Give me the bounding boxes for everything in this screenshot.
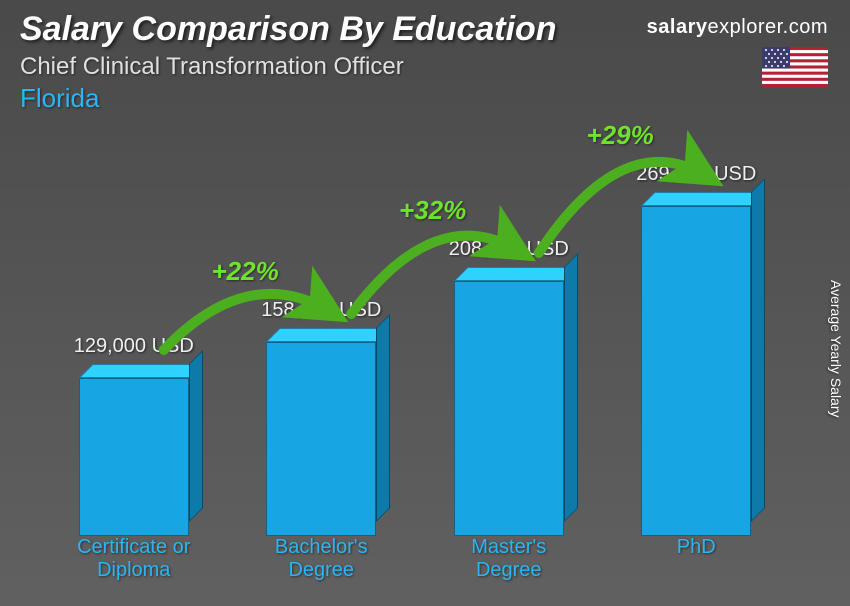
brand-name-rest: explorer.com [708, 16, 829, 38]
category-label: Master'sDegree [424, 536, 594, 586]
bar-top-face [79, 364, 203, 378]
brand-name-bold: salary [647, 16, 708, 38]
bar-front-face [266, 342, 376, 536]
bar-value-label: 129,000 USD [74, 335, 194, 358]
category-label: Certificate orDiploma [49, 536, 219, 586]
bar: 129,000 USD [79, 378, 189, 536]
bar-group: 269,000 USD [611, 206, 781, 536]
chart-area: 129,000 USD 158,000 USD 208,000 USD 269,000… [40, 146, 790, 586]
bar-value-label: 158,000 USD [261, 299, 381, 322]
location: Florida [20, 83, 830, 114]
bar-value-label: 269,000 USD [636, 163, 756, 186]
bar-top-face [454, 267, 578, 281]
bar-group: 129,000 USD [49, 378, 219, 536]
bar: 158,000 USD [266, 342, 376, 536]
bars-row: 129,000 USD 158,000 USD 208,000 USD 269,000… [40, 146, 790, 536]
bar-value-label: 208,000 USD [449, 238, 569, 261]
y-axis-label: Average Yearly Salary [828, 280, 844, 418]
category-label: Bachelor'sDegree [236, 536, 406, 586]
bar: 269,000 USD [641, 206, 751, 536]
content: Salary Comparison By Education Chief Cli… [0, 0, 850, 606]
categories-row: Certificate orDiploma Bachelor'sDegree Mas… [40, 536, 790, 586]
bar-top-face [266, 328, 390, 342]
bar-front-face [641, 206, 751, 536]
bar-front-face [454, 281, 564, 536]
category-label: PhD [611, 536, 781, 586]
bar-side-face [751, 178, 765, 522]
us-flag-icon [762, 47, 828, 87]
bar-group: 208,000 USD [424, 281, 594, 536]
bar-group: 158,000 USD [236, 342, 406, 536]
bar-front-face [79, 378, 189, 536]
bar-top-face [641, 192, 765, 206]
bar-side-face [189, 350, 203, 522]
brand-name: salaryexplorer.com [647, 16, 828, 39]
bar-side-face [564, 253, 578, 522]
brand: salaryexplorer.com [647, 16, 828, 87]
bar: 208,000 USD [454, 281, 564, 536]
bar-side-face [376, 314, 390, 522]
